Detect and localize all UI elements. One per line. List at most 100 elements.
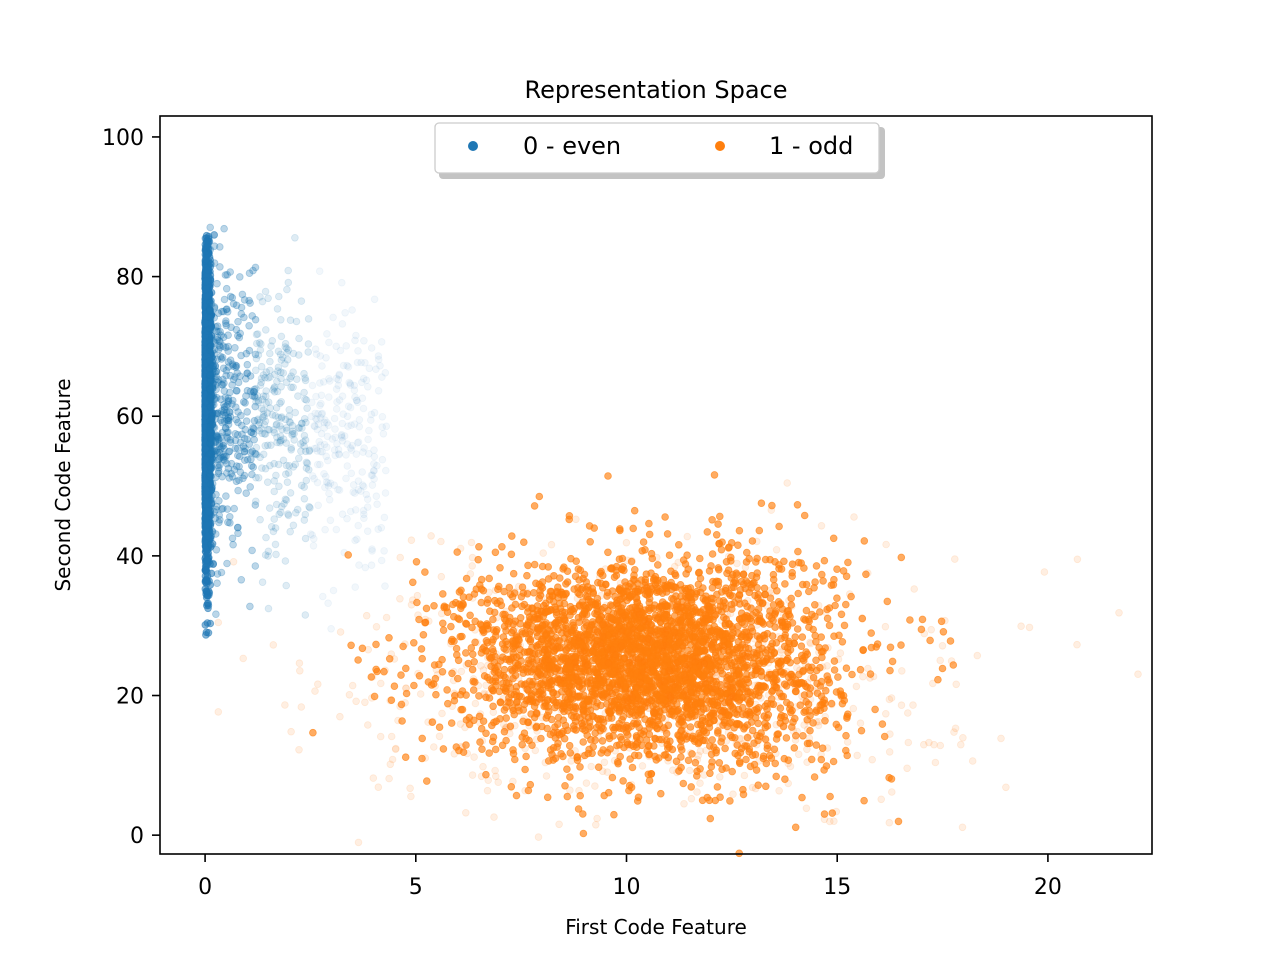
data-point-even: [276, 315, 285, 324]
data-point-even: [248, 470, 256, 479]
data-point-even: [304, 348, 313, 356]
data-point-even: [281, 557, 290, 565]
data-point-odd: [566, 773, 574, 781]
data-point-even: [266, 366, 274, 375]
data-point-even: [265, 349, 274, 358]
data-point-even: [380, 547, 388, 555]
data-point-even: [367, 410, 376, 419]
data-point-even: [212, 530, 220, 538]
data-point-even: [228, 534, 237, 543]
data-point-even: [250, 387, 258, 396]
data-point-even: [246, 483, 255, 491]
data-point-odd: [946, 637, 955, 645]
data-point-odd: [717, 545, 726, 554]
data-point-even: [374, 352, 383, 360]
data-point-even: [316, 447, 325, 456]
data-point-even: [215, 496, 223, 505]
data-point-odd: [512, 791, 521, 800]
data-point-even: [332, 405, 341, 413]
data-point-even: [340, 432, 349, 440]
data-point-even: [210, 231, 219, 239]
data-point-even: [202, 500, 210, 508]
data-point-even: [240, 313, 248, 322]
data-point-odd: [410, 681, 418, 690]
data-point-even: [228, 360, 237, 369]
data-point-even: [223, 270, 231, 279]
data-point-even: [287, 445, 296, 454]
data-point-even: [283, 355, 292, 364]
data-point-even: [297, 297, 306, 305]
data-point-even: [208, 383, 216, 392]
data-point-even: [311, 409, 320, 418]
data-point-odd: [726, 797, 734, 805]
data-point-odd: [791, 823, 800, 832]
data-point-odd: [860, 796, 868, 805]
data-point-odd: [832, 720, 841, 729]
data-point-even: [342, 474, 350, 483]
data-point-even: [214, 375, 223, 384]
data-point-even: [304, 340, 313, 348]
data-point-even: [257, 362, 266, 371]
data-point-even: [279, 369, 288, 377]
data-point-even: [270, 428, 279, 437]
data-point-even: [285, 461, 294, 470]
data-point-even: [272, 403, 281, 412]
data-point-odd: [926, 636, 934, 645]
data-point-even: [218, 443, 226, 451]
data-point-odd: [856, 665, 865, 674]
data-point-even: [296, 440, 305, 448]
data-point-even: [294, 392, 302, 400]
data-point-even: [370, 295, 379, 304]
data-point-even: [374, 386, 383, 395]
data-point-even: [281, 470, 290, 479]
points-layer: [201, 223, 1142, 858]
data-point-even: [284, 346, 293, 354]
data-point-even: [284, 266, 293, 275]
data-point-even: [323, 456, 332, 465]
data-point-even: [261, 326, 270, 334]
data-point-even: [206, 223, 215, 232]
data-point-odd: [802, 580, 811, 589]
data-point-even: [310, 422, 319, 430]
data-point-even: [282, 581, 291, 590]
data-point-even: [284, 510, 292, 518]
data-point-even: [325, 489, 333, 498]
data-point-odd: [484, 595, 492, 604]
data-point-even: [339, 410, 348, 418]
data-point-even: [368, 481, 377, 489]
data-point-even: [228, 472, 237, 481]
data-point-even: [321, 525, 329, 534]
data-point-odd: [408, 578, 417, 587]
data-point-odd: [639, 538, 648, 546]
data-point-even: [264, 547, 273, 556]
data-point-even: [221, 411, 230, 420]
data-point-odd: [372, 640, 380, 649]
data-point-odd: [418, 734, 427, 743]
data-point-even: [274, 363, 283, 372]
data-point-even: [232, 462, 241, 470]
data-point-even: [318, 362, 326, 370]
data-point-even: [232, 386, 241, 395]
data-point-even: [214, 309, 223, 318]
data-point-even: [381, 582, 389, 590]
data-point-even: [273, 305, 282, 313]
data-point-even: [210, 507, 219, 516]
data-point-even: [354, 438, 363, 446]
data-point-even: [242, 374, 250, 383]
data-point-even: [258, 297, 267, 306]
data-point-even: [258, 464, 266, 472]
data-point-even: [202, 514, 210, 522]
data-point-even: [262, 533, 270, 542]
data-point-odd: [710, 471, 719, 479]
data-point-odd: [695, 568, 703, 577]
data-point-even: [361, 563, 370, 572]
data-point-even: [206, 540, 215, 549]
data-point-even: [246, 602, 254, 611]
data-point-even: [234, 331, 242, 340]
data-point-even: [314, 501, 323, 510]
data-point-odd: [728, 767, 736, 776]
data-point-even: [224, 420, 233, 429]
data-point-even: [238, 290, 247, 299]
data-point-even: [304, 315, 313, 323]
